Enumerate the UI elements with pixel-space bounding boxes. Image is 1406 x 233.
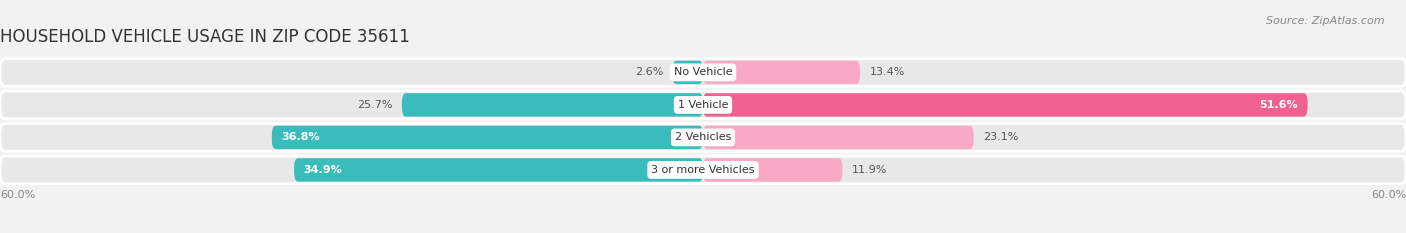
Text: 36.8%: 36.8% (281, 132, 319, 142)
FancyBboxPatch shape (0, 91, 1406, 119)
FancyBboxPatch shape (703, 126, 973, 149)
FancyBboxPatch shape (271, 126, 703, 149)
Text: 60.0%: 60.0% (1371, 190, 1406, 200)
Text: 3 or more Vehicles: 3 or more Vehicles (651, 165, 755, 175)
FancyBboxPatch shape (0, 123, 1406, 151)
FancyBboxPatch shape (294, 158, 703, 182)
FancyBboxPatch shape (703, 61, 860, 84)
FancyBboxPatch shape (402, 93, 703, 116)
Text: 34.9%: 34.9% (304, 165, 342, 175)
FancyBboxPatch shape (0, 58, 1406, 86)
Text: 23.1%: 23.1% (983, 132, 1018, 142)
Text: No Vehicle: No Vehicle (673, 67, 733, 77)
Text: 13.4%: 13.4% (869, 67, 904, 77)
Text: 60.0%: 60.0% (0, 190, 35, 200)
Text: 2 Vehicles: 2 Vehicles (675, 132, 731, 142)
FancyBboxPatch shape (0, 156, 1406, 184)
Text: 11.9%: 11.9% (852, 165, 887, 175)
FancyBboxPatch shape (672, 61, 703, 84)
Text: 2.6%: 2.6% (634, 67, 664, 77)
FancyBboxPatch shape (703, 93, 1308, 116)
Text: 25.7%: 25.7% (357, 100, 392, 110)
Text: HOUSEHOLD VEHICLE USAGE IN ZIP CODE 35611: HOUSEHOLD VEHICLE USAGE IN ZIP CODE 3561… (0, 28, 409, 46)
FancyBboxPatch shape (703, 158, 842, 182)
Text: Source: ZipAtlas.com: Source: ZipAtlas.com (1267, 16, 1385, 26)
Text: 51.6%: 51.6% (1260, 100, 1298, 110)
Text: 1 Vehicle: 1 Vehicle (678, 100, 728, 110)
